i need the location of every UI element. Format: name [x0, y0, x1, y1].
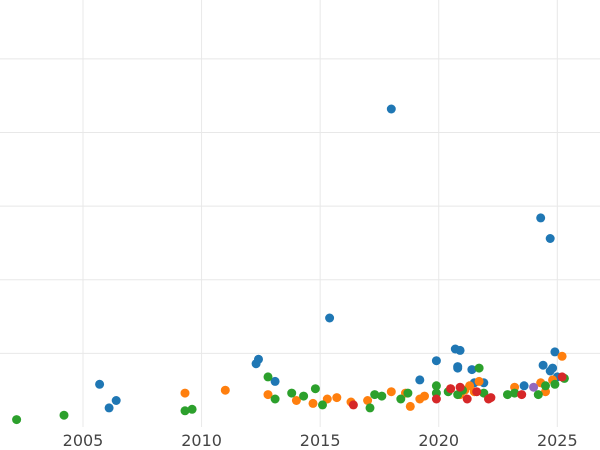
data-point: [270, 394, 280, 404]
data-point: [467, 365, 477, 375]
data-point: [431, 356, 441, 366]
data-point: [220, 385, 230, 395]
data-point: [503, 390, 512, 400]
data-point: [318, 400, 327, 410]
data-point: [187, 404, 197, 414]
data-point: [370, 390, 380, 400]
data-point: [396, 394, 406, 404]
data-point: [263, 372, 273, 382]
data-points: [12, 104, 569, 425]
data-point: [263, 390, 273, 400]
data-point: [12, 415, 22, 425]
data-point: [405, 401, 415, 411]
data-point: [104, 403, 114, 413]
data-point: [548, 363, 558, 373]
data-point: [287, 388, 297, 398]
data-point: [533, 390, 543, 400]
data-point: [462, 394, 472, 404]
data-point: [545, 234, 555, 243]
data-point: [348, 400, 358, 410]
data-point: [455, 345, 465, 355]
data-point: [431, 381, 441, 391]
data-point: [415, 375, 425, 385]
data-point: [180, 406, 190, 416]
data-point: [270, 376, 280, 386]
data-point: [365, 403, 375, 413]
data-point: [446, 384, 456, 394]
data-point: [510, 388, 520, 398]
data-point: [474, 376, 484, 386]
data-point: [557, 351, 567, 361]
data-point: [377, 391, 387, 401]
data-point: [472, 387, 482, 397]
data-point: [455, 382, 465, 392]
data-point: [59, 410, 69, 420]
data-point: [180, 388, 190, 398]
grid: [0, 0, 600, 427]
data-point: [291, 396, 301, 405]
data-point: [308, 398, 318, 408]
x-tick-label: 2010: [181, 431, 222, 450]
data-point: [325, 313, 335, 323]
x-tick-label: 2025: [537, 431, 578, 450]
x-tick-label: 2020: [418, 431, 459, 450]
data-point: [95, 379, 105, 389]
data-point: [310, 384, 320, 394]
data-point: [538, 360, 548, 370]
data-point: [486, 393, 496, 403]
data-point: [536, 213, 546, 223]
x-tick-label: 2005: [63, 431, 104, 450]
data-point: [519, 381, 529, 391]
x-tick-label: 2015: [300, 431, 341, 450]
data-point: [111, 396, 121, 405]
data-point: [386, 387, 396, 397]
data-point: [474, 363, 484, 373]
data-point: [550, 347, 560, 357]
data-point: [431, 394, 441, 404]
data-point: [550, 379, 560, 389]
data-point: [557, 372, 567, 382]
x-axis-ticks: 2005 2010 2015 2020 2025: [63, 431, 578, 450]
data-point: [403, 388, 413, 398]
data-point: [299, 391, 309, 401]
data-point: [453, 362, 463, 372]
data-point: [254, 354, 263, 364]
data-point: [332, 393, 342, 403]
data-point: [529, 382, 539, 392]
data-point: [363, 396, 373, 405]
data-point: [517, 390, 527, 400]
data-point: [386, 104, 396, 114]
data-point: [420, 391, 429, 401]
data-point: [541, 381, 550, 391]
